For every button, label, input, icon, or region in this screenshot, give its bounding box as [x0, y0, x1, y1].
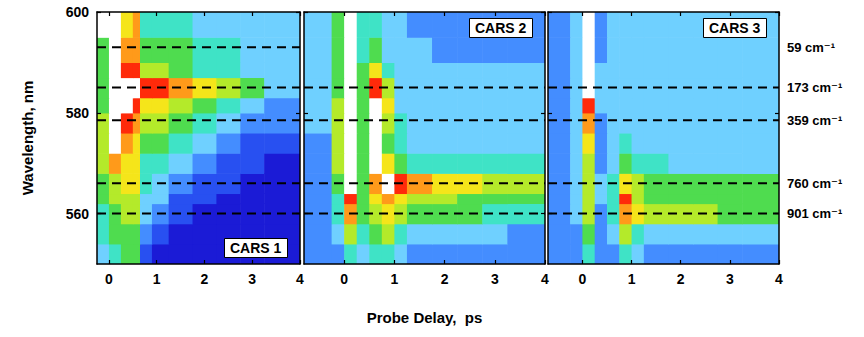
svg-text:580: 580 [66, 105, 90, 121]
svg-text:600: 600 [66, 4, 90, 20]
svg-text:560: 560 [66, 206, 90, 222]
svg-text:3: 3 [726, 271, 734, 287]
svg-text:1: 1 [628, 271, 636, 287]
svg-text:CARS 1: CARS 1 [230, 240, 282, 256]
svg-text:1: 1 [390, 271, 398, 287]
svg-text:1: 1 [153, 271, 161, 287]
svg-text:2: 2 [201, 271, 209, 287]
svg-text:3: 3 [491, 271, 499, 287]
svg-text:59 cm⁻¹: 59 cm⁻¹ [787, 40, 835, 55]
svg-text:Wavelength, nm: Wavelength, nm [19, 81, 36, 195]
svg-text:760 cm⁻¹: 760 cm⁻¹ [787, 176, 842, 191]
svg-text:2: 2 [677, 271, 685, 287]
svg-text:3: 3 [248, 271, 256, 287]
svg-text:359 cm⁻¹: 359 cm⁻¹ [787, 113, 842, 128]
svg-text:2: 2 [441, 271, 449, 287]
svg-text:0: 0 [105, 271, 113, 287]
svg-text:CARS 3: CARS 3 [709, 20, 761, 36]
svg-text:4: 4 [296, 271, 304, 287]
svg-text:4: 4 [775, 271, 783, 287]
svg-text:0: 0 [579, 271, 587, 287]
svg-text:4: 4 [541, 271, 549, 287]
svg-text:901 cm⁻¹: 901 cm⁻¹ [787, 206, 842, 221]
svg-text:CARS 2: CARS 2 [475, 20, 527, 36]
svg-text:Probe Delay, ps: Probe Delay, ps [367, 309, 483, 326]
svg-text:173 cm⁻¹: 173 cm⁻¹ [787, 80, 842, 95]
svg-text:0: 0 [340, 271, 348, 287]
